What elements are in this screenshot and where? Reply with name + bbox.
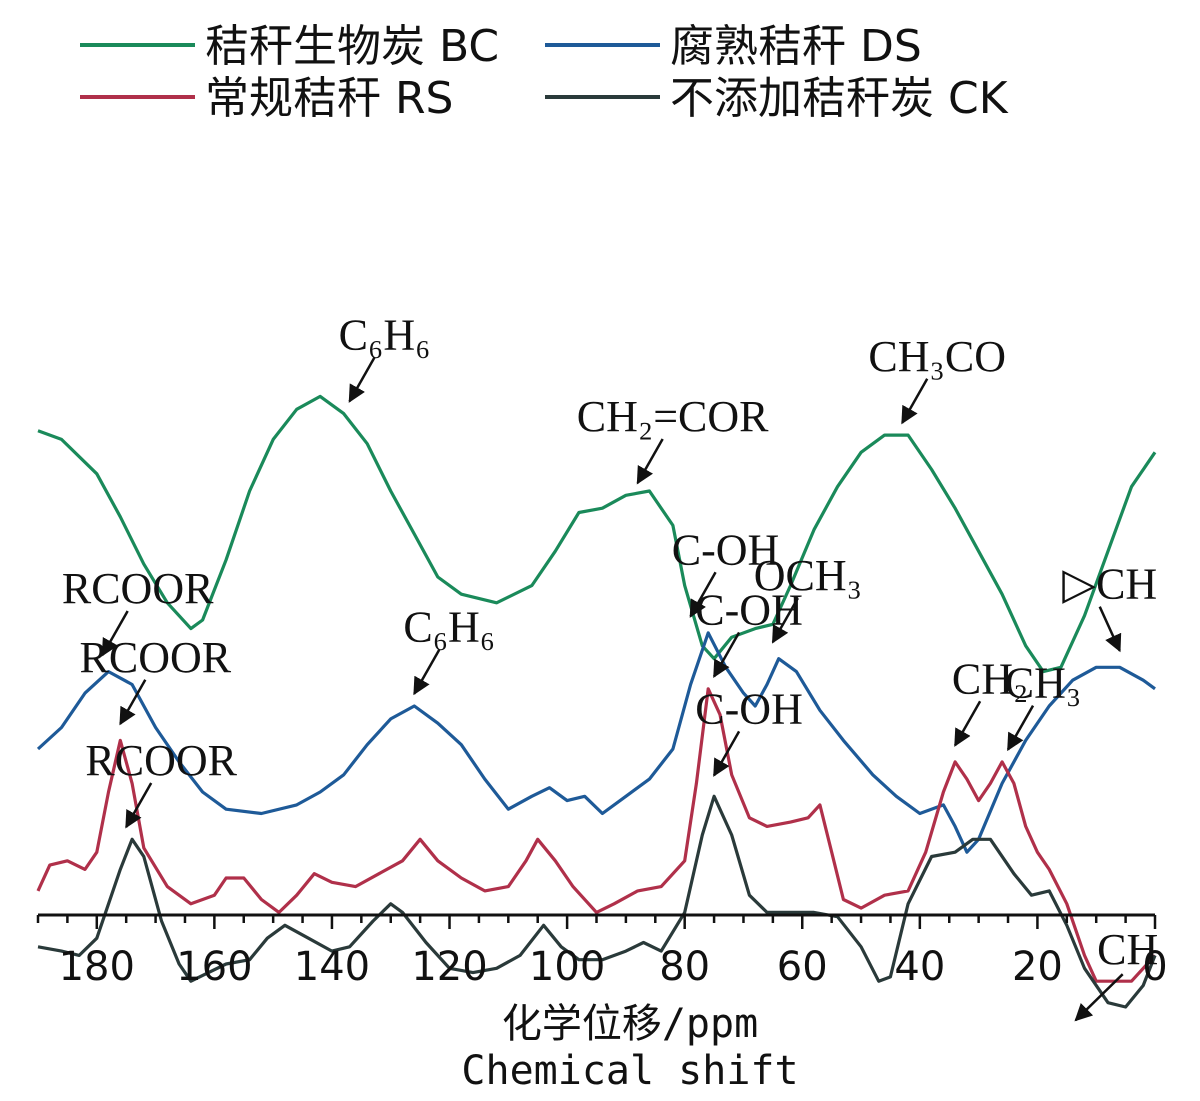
series-line-rs-2 bbox=[36, 687, 1157, 983]
annotation: C₆H₆ bbox=[403, 603, 495, 696]
series-line-ck-3 bbox=[37, 794, 1157, 1009]
x-tick-label: 120 bbox=[411, 944, 487, 990]
annotation-label: RCOOR bbox=[85, 736, 237, 785]
x-axis: 180 160 140 120 100 80 60 40 20 0 bbox=[36, 913, 1168, 990]
x-tick-label: 80 bbox=[659, 944, 710, 990]
x-tick-label: 140 bbox=[294, 944, 370, 990]
x-tick-label: 160 bbox=[176, 944, 252, 990]
annotation-label: CH bbox=[1097, 925, 1158, 974]
annotation-arrow bbox=[101, 610, 129, 657]
series-line-ds-1 bbox=[36, 631, 1156, 854]
legend-item: 不添加秸秆炭 CK bbox=[545, 73, 1009, 124]
annotation: OCH₃ bbox=[754, 551, 862, 644]
annotation-arrow bbox=[125, 782, 153, 829]
annotation-label: RCOOR bbox=[80, 633, 232, 682]
series-layer bbox=[36, 394, 1157, 1009]
legend-label: 常规秸秆 RS bbox=[205, 73, 454, 124]
legend-label: 腐熟秸秆 DS bbox=[670, 21, 922, 72]
annotation-arrow bbox=[901, 378, 929, 425]
annotation: RCOOR bbox=[62, 564, 214, 657]
annotation-arrow bbox=[712, 730, 741, 777]
annotation: CH₂=COR bbox=[577, 392, 769, 485]
annotation: C-OH bbox=[695, 684, 803, 777]
annotation: C-OH bbox=[695, 586, 803, 679]
annotation-label: C-OH bbox=[695, 684, 803, 733]
annotation: RCOOR bbox=[80, 633, 232, 726]
x-tick-label: 60 bbox=[777, 944, 828, 990]
annotation: CH₂ bbox=[952, 654, 1028, 747]
annotation-label: CH₃CO bbox=[868, 332, 1006, 381]
x-axis-label: 化学位移/ppm bbox=[502, 1001, 758, 1047]
annotation: CH₃CO bbox=[868, 332, 1006, 425]
annotation-label: C₆H₆ bbox=[339, 310, 431, 359]
annotation-arrow bbox=[348, 356, 376, 403]
annotation: ▷CH bbox=[1062, 560, 1157, 653]
x-axis-label-en: Chemical shift bbox=[461, 1048, 798, 1094]
annotation: RCOOR bbox=[85, 736, 238, 829]
annotation: CH bbox=[1074, 925, 1158, 1022]
annotation-label: RCOOR bbox=[62, 564, 214, 613]
legend-label: 秸秆生物炭 BC bbox=[205, 21, 499, 72]
legend-item: 秸秆生物炭 BC bbox=[80, 21, 499, 72]
annotation-arrow bbox=[1006, 704, 1035, 752]
series-line-bc-0 bbox=[37, 394, 1157, 674]
legend: 秸秆生物炭 BC 腐熟秸秆 DS 常规秸秆 RS 不添加秸秆炭 CK bbox=[80, 21, 1009, 124]
annotation-arrow bbox=[712, 631, 741, 679]
annotation-label: CH₂=COR bbox=[577, 392, 769, 441]
legend-item: 常规秸秆 RS bbox=[80, 73, 454, 124]
x-tick-label: 20 bbox=[1012, 944, 1063, 990]
annotation-arrow bbox=[689, 571, 717, 618]
annotation-arrow bbox=[1074, 973, 1124, 1022]
legend-label: 不添加秸秆炭 CK bbox=[670, 73, 1009, 124]
annotation: C-OH bbox=[672, 525, 780, 618]
annotation-label: C-OH bbox=[695, 586, 803, 635]
x-tick-label: 0 bbox=[1142, 944, 1167, 990]
x-tick-label: 100 bbox=[529, 944, 605, 990]
annotation-arrow bbox=[413, 649, 441, 696]
legend-item: 腐熟秸秆 DS bbox=[545, 21, 922, 72]
annotation-label: C-OH bbox=[672, 525, 780, 574]
annotation-arrow bbox=[1098, 606, 1122, 653]
annotation-arrow bbox=[119, 679, 147, 726]
annotation: C₆H₆ bbox=[339, 310, 431, 403]
annotation-arrow bbox=[771, 597, 799, 644]
annotation-label: CH₂ bbox=[952, 654, 1028, 703]
annotation-label: ▷CH bbox=[1062, 560, 1157, 609]
annotation-arrow bbox=[954, 700, 982, 747]
x-tick-label: 40 bbox=[894, 944, 945, 990]
annotation-arrow bbox=[636, 438, 664, 485]
annotation-label: CH₃ bbox=[1005, 659, 1081, 708]
annotation-label: C₆H₆ bbox=[403, 603, 495, 652]
annotation-label: OCH₃ bbox=[754, 551, 862, 600]
x-tick-label: 180 bbox=[59, 944, 135, 990]
annotation: CH₃ bbox=[1005, 659, 1081, 752]
